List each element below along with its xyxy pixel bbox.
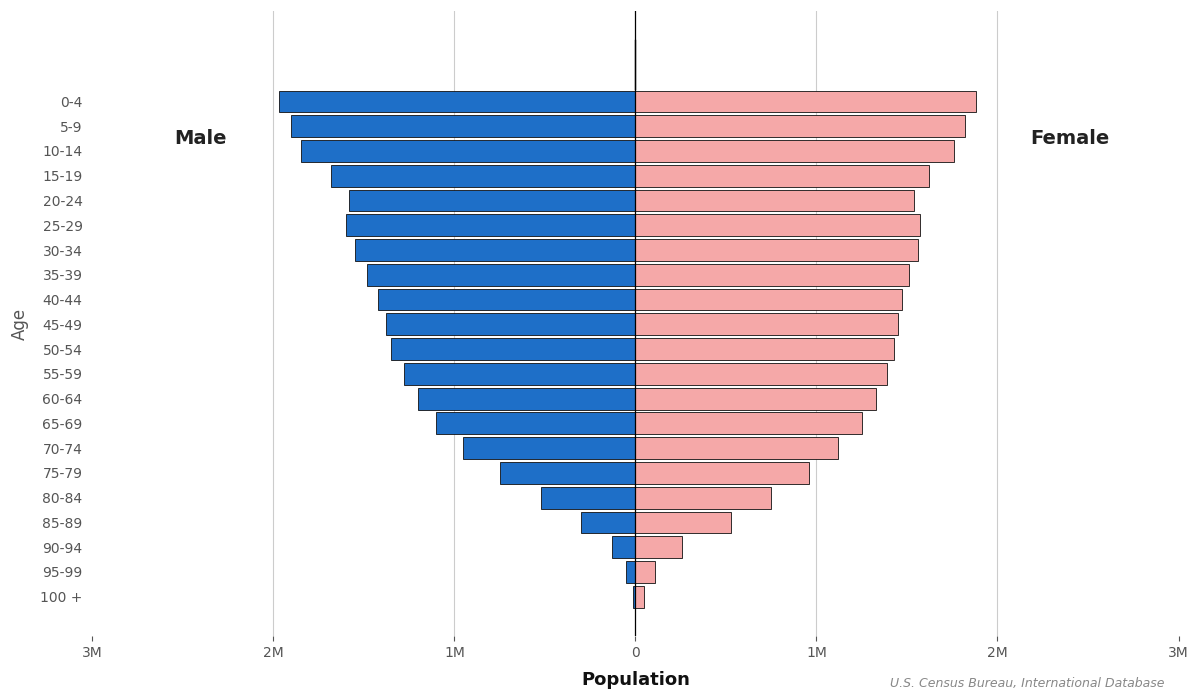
Bar — [612, 536, 636, 558]
Bar — [636, 388, 876, 409]
Bar — [636, 561, 655, 583]
Bar — [385, 314, 636, 335]
Bar — [355, 239, 636, 261]
Bar — [636, 116, 965, 137]
Bar — [499, 462, 636, 484]
Bar — [636, 462, 809, 484]
Bar — [632, 586, 636, 608]
Bar — [636, 438, 838, 459]
Bar — [636, 486, 772, 509]
Bar — [581, 512, 636, 533]
Bar — [636, 190, 914, 211]
Bar — [463, 438, 636, 459]
Bar — [349, 190, 636, 211]
Bar — [636, 164, 929, 187]
X-axis label: Population: Population — [581, 671, 690, 689]
Bar — [636, 90, 976, 112]
Bar — [626, 561, 636, 583]
Bar — [367, 264, 636, 286]
Bar — [403, 363, 636, 385]
Bar — [636, 512, 731, 533]
Bar — [331, 164, 636, 187]
Bar — [636, 363, 887, 385]
Bar — [346, 214, 636, 236]
Bar — [391, 338, 636, 360]
Bar — [378, 288, 636, 311]
Bar — [636, 314, 898, 335]
Text: U.S. Census Bureau, International Database: U.S. Census Bureau, International Databa… — [889, 676, 1164, 690]
Bar — [278, 90, 636, 112]
Bar — [636, 412, 862, 434]
Bar — [636, 536, 683, 558]
Bar — [636, 288, 901, 311]
Bar — [541, 486, 636, 509]
Y-axis label: Age: Age — [11, 307, 29, 340]
Bar — [636, 586, 643, 608]
Bar — [636, 214, 919, 236]
Bar — [300, 140, 636, 162]
Text: Female: Female — [1031, 129, 1110, 148]
Bar — [437, 412, 636, 434]
Bar — [636, 140, 954, 162]
Bar — [418, 388, 636, 409]
Bar — [636, 338, 894, 360]
Text: Male: Male — [175, 129, 227, 148]
Bar — [636, 264, 908, 286]
Bar — [292, 116, 636, 137]
Bar — [636, 239, 918, 261]
